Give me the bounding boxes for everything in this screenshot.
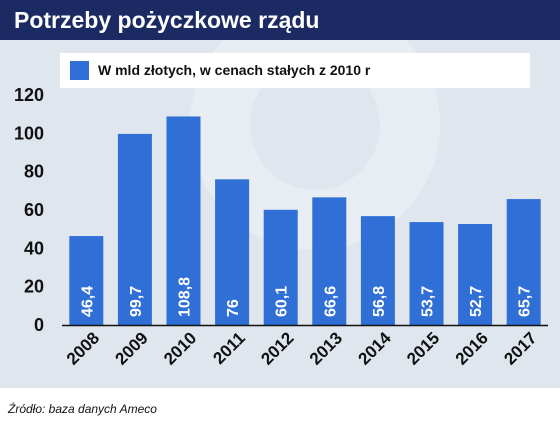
bar (69, 236, 104, 325)
bar (215, 179, 250, 325)
x-tick-label: 2013 (306, 328, 346, 368)
bar (506, 199, 541, 325)
x-tick-label: 2008 (63, 328, 103, 368)
bar-value-label: 52,7 (468, 286, 485, 317)
x-tick-label: 2012 (257, 328, 297, 368)
bar (360, 216, 395, 325)
bar-value-label: 76 (225, 299, 242, 317)
bars (69, 116, 541, 325)
legend-label: W mld złotych, w cenach stałych z 2010 r (98, 62, 371, 78)
y-tick-label: 0 (34, 315, 44, 335)
y-tick-label: 80 (24, 162, 44, 182)
bar (312, 197, 347, 325)
bar-value-label: 66,6 (322, 286, 339, 317)
bar-value-label: 65,7 (517, 286, 534, 317)
bar-labels: 46,4 99,7 108,8 76 60,1 66,6 56,8 53,7 52,7 65,7 (79, 277, 533, 317)
bar (458, 223, 493, 325)
x-tick-label: 2011 (209, 328, 249, 368)
y-tick-label: 120 (14, 85, 44, 105)
footer: Źródło: baza danych Ameco (0, 388, 560, 428)
x-tick-label: 2009 (112, 328, 152, 368)
bar-value-label: 108,8 (177, 277, 194, 317)
bar-value-label: 53,7 (420, 286, 437, 317)
bar (117, 133, 152, 325)
bar (166, 116, 201, 325)
y-tick-label: 20 (24, 277, 44, 297)
x-tick-label: 2017 (500, 328, 540, 368)
x-tick-label: 2014 (355, 328, 396, 369)
legend-swatch (70, 61, 89, 80)
title-bar: Potrzeby pożyczkowe rządu (0, 0, 560, 40)
bar (409, 222, 444, 325)
y-tick-label: 60 (24, 200, 44, 220)
y-tick-label: 100 (14, 123, 44, 143)
bar-value-label: 56,8 (371, 286, 388, 317)
x-axis: 2008 2009 2010 2011 2012 2013 2014 2015 2016 2017 (63, 328, 541, 369)
bar (263, 209, 298, 325)
x-tick-label: 2016 (452, 328, 492, 368)
x-tick-label: 2015 (403, 328, 443, 368)
source-note: Źródło: baza danych Ameco (8, 402, 157, 416)
legend: W mld złotych, w cenach stałych z 2010 r (60, 53, 530, 88)
bar-value-label: 46,4 (79, 286, 96, 317)
y-tick-label: 40 (24, 238, 44, 258)
bar-value-label: 99,7 (128, 286, 145, 317)
y-axis: 0 20 40 60 80 100 120 (14, 85, 44, 335)
chart-title: Potrzeby pożyczkowe rządu (14, 7, 320, 33)
x-tick-label: 2010 (160, 328, 200, 368)
bar-value-label: 60,1 (274, 286, 291, 317)
